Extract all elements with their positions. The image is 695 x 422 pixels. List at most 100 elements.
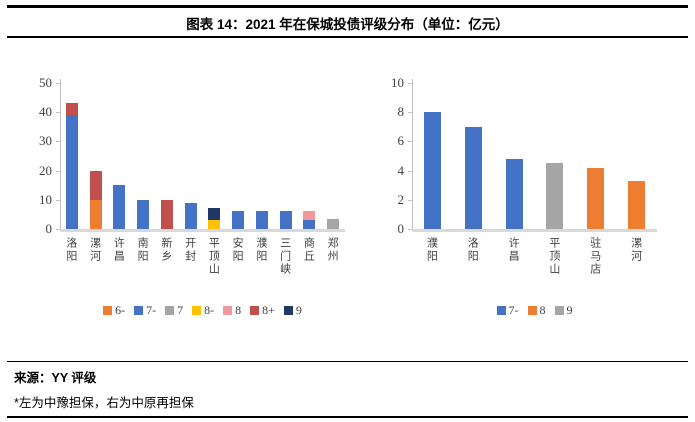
legend-item: 6- [103, 303, 125, 318]
chart-legend: 6- 7- 7 8- 8 8+ 9 [60, 303, 345, 318]
x-axis-category-label: 许昌 [507, 237, 520, 263]
y-axis-tick [408, 229, 412, 230]
bar-segment [89, 199, 102, 229]
y-axis-tick [408, 199, 412, 201]
legend-item: 8 [223, 303, 241, 318]
y-axis-line [60, 79, 61, 229]
y-axis-tick [56, 112, 60, 114]
x-axis-category-label: 安阳 [231, 237, 244, 263]
bar-segment [628, 180, 646, 229]
y-axis-tick [408, 170, 412, 172]
x-axis-category-label: 漯河 [88, 237, 101, 263]
y-axis-tick [56, 141, 60, 143]
x-axis-baseline [60, 229, 345, 232]
legend-item: 7 [165, 303, 183, 318]
x-axis-baseline [412, 229, 657, 232]
y-axis-tick-label: 10 [39, 191, 52, 207]
bar-segment [423, 112, 441, 229]
bottom-rule [7, 416, 688, 418]
y-axis-tick [408, 112, 412, 114]
y-axis-tick [56, 199, 60, 201]
figure-title: 图表 14：2021 年在保城投债评级分布（单位：亿元） [186, 17, 509, 32]
x-axis-category-label: 许昌 [112, 237, 125, 263]
legend-swatch [527, 306, 537, 315]
legend-swatch [223, 306, 233, 315]
y-axis-tick-label: 10 [391, 75, 404, 90]
legend-item: 8- [192, 303, 214, 318]
x-axis-category-label: 平顶山 [207, 237, 220, 276]
y-axis-tick-label: 50 [39, 75, 52, 90]
legend-label: 9 [295, 303, 302, 317]
y-axis-tick-label: 40 [39, 104, 52, 120]
legend-label: 8 [539, 303, 546, 317]
y-axis-tick [56, 83, 60, 84]
x-axis-category-label: 平顶山 [547, 237, 560, 276]
x-axis-category-label: 驻马店 [588, 237, 601, 276]
bar-segment [65, 115, 78, 229]
legend-item: 9 [554, 303, 573, 318]
title-underline-rule [7, 36, 688, 38]
legend-swatch [283, 306, 293, 315]
legend-label: 9 [566, 303, 573, 317]
legend-swatch [250, 306, 260, 315]
legend-swatch [496, 306, 506, 315]
bar-segment [255, 211, 268, 229]
y-axis-tick [408, 83, 412, 84]
legend-label: 7- [146, 303, 157, 317]
y-axis-tick [408, 141, 412, 143]
bar-segment [505, 158, 523, 229]
legend-item: 9 [283, 303, 302, 318]
legend-swatch [192, 306, 202, 315]
bar-segment [327, 218, 340, 229]
legend-label: 7 [177, 303, 184, 317]
bar-segment [208, 220, 221, 229]
y-axis-line [412, 79, 413, 229]
y-axis-tick-label: 20 [39, 162, 52, 178]
bar-segment [160, 199, 173, 229]
legend-swatch [165, 306, 175, 315]
footer-rule [7, 361, 688, 362]
bar-segment [65, 103, 78, 116]
x-axis-category-label: 开封 [183, 237, 196, 263]
y-axis-tick-label: 30 [39, 133, 52, 149]
legend-item: 7- [496, 303, 519, 318]
legend-label: 8 [235, 303, 242, 317]
legend-swatch [103, 306, 113, 315]
top-rule [7, 5, 688, 8]
bar-segment [232, 211, 245, 229]
legend-label: 6- [115, 303, 126, 317]
bar-segment [137, 199, 150, 229]
legend-swatch [554, 306, 564, 315]
x-axis-category-label: 濮阳 [425, 237, 438, 263]
x-axis-category-label: 濮阳 [254, 237, 267, 263]
y-axis-tick-label: 4 [397, 162, 405, 178]
x-axis-category-label: 新乡 [159, 237, 172, 263]
y-axis-tick [56, 170, 60, 172]
bar-segment [303, 211, 316, 221]
bar-segment [279, 211, 292, 229]
x-axis-category-label: 商丘 [302, 237, 315, 263]
bar-segment [89, 170, 102, 200]
legend-label: 7- [508, 303, 519, 317]
y-axis-tick-label: 2 [397, 191, 405, 207]
legend-label: 8+ [262, 303, 275, 317]
bar-segment [208, 207, 221, 221]
legend-swatch [134, 306, 144, 315]
x-axis-category-label: 洛阳 [466, 237, 479, 263]
y-axis-tick-label: 0 [397, 221, 405, 236]
x-axis-category-label: 郑州 [326, 237, 339, 263]
bar-segment [113, 185, 126, 229]
bar-segment [303, 220, 316, 229]
y-axis-tick-label: 6 [397, 133, 405, 149]
x-axis-category-label: 洛阳 [64, 237, 77, 263]
bar-segment [464, 126, 482, 229]
legend-item: 8 [527, 303, 546, 318]
legend-item: 7- [134, 303, 156, 318]
y-axis-tick [56, 229, 60, 230]
source-text: 来源：YY 评级 [14, 371, 97, 385]
x-axis-category-label: 南阳 [136, 237, 149, 263]
bar-segment [184, 202, 197, 229]
